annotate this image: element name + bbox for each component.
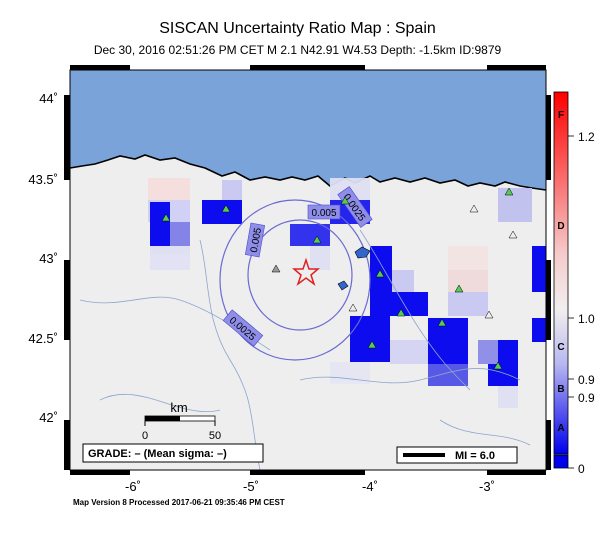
colorbar-gradient (553, 91, 569, 455)
colorbar-value: 1.2 (578, 130, 595, 144)
colorbar: F D C B A 1.2 1.0 0.9 0.9 0 (553, 91, 595, 476)
lat-label: 43.5˚ (28, 172, 58, 187)
station-marker-inactive (469, 204, 479, 213)
scale-bar: km 0 50 (142, 400, 221, 442)
contour-label: 0.005 (311, 208, 336, 219)
colorbar-value: 0.9 (578, 373, 595, 387)
grade-text: GRADE: – (Mean sigma: –) (88, 448, 227, 460)
scale-title: km (170, 400, 187, 415)
lon-label: -4˚ (362, 479, 378, 494)
station-marker (312, 235, 322, 244)
lat-label: 42˚ (39, 410, 58, 425)
colorbar-grade: B (557, 384, 564, 395)
station-marker (340, 196, 350, 205)
lat-label: 43˚ (39, 251, 58, 266)
scale-tick: 0 (142, 430, 148, 442)
coastline (70, 154, 546, 191)
colorbar-value: 1.0 (578, 312, 595, 326)
contour-label: 0.005 (249, 227, 264, 254)
station-marker (396, 308, 406, 317)
scale-tick: 50 (209, 430, 221, 442)
station-marker-inactive (271, 264, 281, 273)
station-marker (454, 284, 464, 293)
frame-ticks (64, 65, 551, 475)
lat-label: 44˚ (39, 91, 58, 106)
lake (337, 280, 349, 291)
lon-labels: -6˚ -5˚ -4˚ -3˚ (125, 479, 495, 494)
grade-box: GRADE: – (Mean sigma: –) (82, 443, 264, 463)
lon-label: -5˚ (243, 479, 259, 494)
mi-box: MI = 6.0 (396, 446, 518, 464)
event-subtitle: Dec 30, 2016 02:51:26 PM CET M 2.1 N42.9… (93, 43, 502, 57)
lon-label: -6˚ (125, 479, 141, 494)
station-marker (161, 213, 171, 222)
station-marker (437, 318, 447, 327)
colorbar-grade: A (557, 423, 564, 434)
map-canvas (70, 70, 546, 470)
station-marker-inactive (484, 310, 494, 319)
station-marker-inactive (508, 230, 518, 239)
colorbar-grade: C (557, 342, 564, 353)
lat-label: 42.5˚ (28, 331, 58, 346)
colorbar-grade: F (558, 110, 564, 121)
map-footer: Map Version 8 Processed 2017-06-21 09:35… (73, 498, 285, 507)
colorbar-value: 0.9 (578, 391, 595, 405)
colorbar-grade: D (557, 221, 564, 232)
lon-label: -3˚ (479, 479, 495, 494)
station-marker (493, 361, 503, 370)
contours (219, 199, 371, 361)
station-marker (367, 340, 377, 349)
colorbar-floor (553, 454, 569, 469)
colorbar-value: 0 (578, 462, 585, 476)
station-marker (375, 269, 385, 278)
lake (354, 246, 371, 259)
mi-text: MI = 6.0 (455, 450, 495, 462)
station-marker-inactive (348, 303, 358, 312)
epicenter-star (291, 257, 321, 287)
stations (161, 187, 518, 370)
station-marker (221, 204, 231, 213)
station-marker (504, 187, 514, 196)
lat-labels: 44˚ 43.5˚ 43˚ 42.5˚ 42˚ (28, 91, 58, 425)
ocean-area (70, 70, 546, 190)
map-title: SISCAN Uncertainty Ratio Map : Spain (159, 20, 436, 37)
